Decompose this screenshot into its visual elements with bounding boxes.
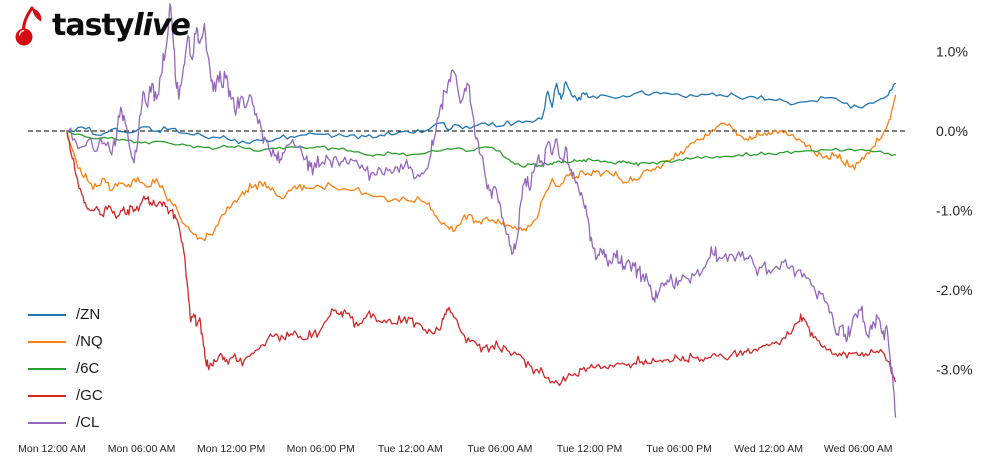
legend-label: /ZN xyxy=(76,306,101,323)
chart-legend: /ZN/NQ/6C/GC/CL xyxy=(28,301,103,436)
y-axis-tick-label: -3.0% xyxy=(936,362,973,378)
legend-label: /CL xyxy=(76,414,100,431)
series-line-zn xyxy=(66,81,897,145)
series-line-6c xyxy=(66,130,897,168)
legend-item-gc: /GC xyxy=(28,382,103,409)
series-line-nq xyxy=(66,94,897,242)
legend-line-swatch xyxy=(28,340,66,343)
y-axis-tick-label: 0.0% xyxy=(936,123,968,139)
y-axis-tick-label: 1.0% xyxy=(936,44,968,60)
cherry-icon xyxy=(15,6,42,46)
x-axis-tick-label: Mon 06:00 AM xyxy=(108,443,176,455)
brand-live-text: live xyxy=(133,8,190,43)
x-axis-tick-label: Mon 06:00 PM xyxy=(287,443,355,455)
legend-item-zn: /ZN xyxy=(28,301,103,328)
brand-tasty-text: tasty xyxy=(52,8,134,43)
x-axis-tick-label: Tue 06:00 AM xyxy=(467,443,532,455)
x-axis-tick-label: Tue 06:00 PM xyxy=(646,443,712,455)
legend-item-cl: /CL xyxy=(28,409,103,436)
brand-wordmark: tastylive xyxy=(52,8,191,43)
tastylive-logo: tastylive xyxy=(12,6,191,46)
legend-label: /GC xyxy=(76,387,103,404)
series-line-gc xyxy=(66,130,897,387)
x-axis-tick-label: Tue 12:00 PM xyxy=(557,443,623,455)
legend-line-swatch xyxy=(28,367,66,370)
legend-item-nq: /NQ xyxy=(28,328,103,355)
x-axis-tick-label: Wed 06:00 AM xyxy=(824,443,893,455)
legend-label: /NQ xyxy=(76,333,103,350)
y-axis-tick-label: -2.0% xyxy=(936,282,973,298)
legend-item-6c: /6C xyxy=(28,355,103,382)
series-line-cl xyxy=(66,3,897,418)
legend-line-swatch xyxy=(28,313,66,316)
x-axis-tick-label: Wed 12:00 AM xyxy=(734,443,803,455)
x-axis-tick-label: Tue 12:00 AM xyxy=(378,443,443,455)
legend-label: /6C xyxy=(76,360,100,377)
legend-line-swatch xyxy=(28,421,66,424)
legend-line-swatch xyxy=(28,394,66,397)
x-axis-tick-label: Mon 12:00 PM xyxy=(197,443,265,455)
x-axis-tick-label: Mon 12:00 AM xyxy=(18,443,86,455)
y-axis-tick-label: -1.0% xyxy=(936,203,973,219)
